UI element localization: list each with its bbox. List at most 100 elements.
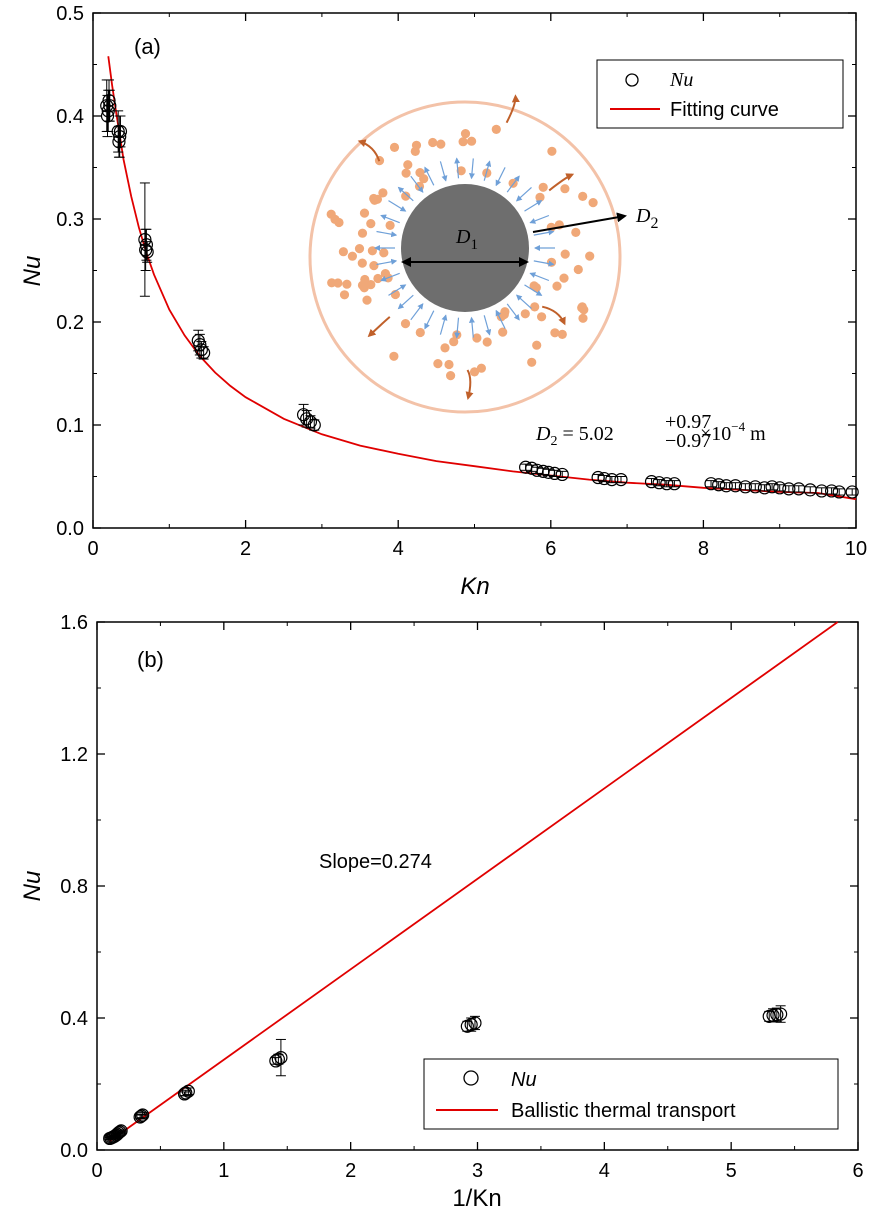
data-point — [660, 477, 674, 491]
particle — [436, 139, 446, 149]
x-tick-label: 1 — [218, 1160, 229, 1182]
phonon-arrow — [529, 214, 550, 224]
panel-b-xlabel-text: 1/Kn — [452, 1185, 501, 1212]
data-point — [782, 482, 796, 496]
particle — [357, 258, 367, 268]
particle — [550, 328, 560, 338]
phonon-arrow — [439, 314, 448, 335]
particle — [571, 227, 581, 237]
data-point — [614, 472, 628, 487]
particle — [411, 140, 422, 150]
legend-a: Nu Fitting curve — [596, 59, 844, 129]
particle — [469, 367, 480, 377]
x-tick-label: 10 — [845, 538, 867, 560]
data-point — [100, 109, 115, 123]
y-tick-label: 0.3 — [56, 209, 84, 231]
particle — [347, 251, 357, 261]
data-point — [832, 485, 846, 499]
particle — [577, 302, 587, 312]
particle — [327, 278, 337, 288]
particle — [560, 184, 570, 194]
particle — [339, 290, 350, 300]
data-point — [112, 135, 126, 149]
legend-b: Nu Ballistic thermal transport — [423, 1058, 839, 1130]
data-point — [605, 472, 619, 487]
phonon-arrow — [397, 186, 414, 202]
particle — [472, 333, 482, 343]
panel-a: 0 2 4 6 8 10 0.0 0.1 0.2 0.3 0.4 0.5 D1 D2 (a) Nu F… — [19, 3, 867, 600]
data-point — [555, 467, 569, 482]
panel-a-ylabel: Nu — [19, 256, 46, 287]
d2-annotation-lower: −0.97 — [665, 430, 711, 452]
phonon-arrow — [439, 161, 448, 182]
wave-arrow — [465, 369, 474, 400]
legend-b-label-line: Ballistic thermal transport — [511, 1100, 736, 1122]
d2-annotation-main: D2 = 5.02 — [535, 423, 614, 449]
particle — [385, 220, 395, 230]
x-tick-label: 2 — [240, 538, 251, 560]
data-point — [139, 238, 154, 252]
legend-a-box — [596, 59, 844, 129]
particle — [460, 129, 471, 139]
particle — [338, 247, 348, 257]
particle — [359, 208, 370, 218]
core-particle — [401, 184, 529, 312]
wave-arrows — [357, 94, 575, 400]
particle — [401, 191, 411, 201]
d1-label: D1 — [455, 226, 478, 253]
phonon-arrow — [468, 316, 475, 338]
data-point — [644, 475, 659, 489]
phonon-arrow — [388, 200, 407, 212]
x-tick-label: 0 — [91, 1160, 102, 1182]
y-tick-label: 0.5 — [56, 3, 84, 25]
particle — [500, 307, 510, 317]
data-point — [113, 130, 127, 144]
panel-b-label: (b) — [137, 647, 164, 672]
phonon-arrow — [483, 315, 492, 336]
wave-arrow — [541, 305, 566, 326]
particle — [520, 309, 530, 319]
data-point — [704, 477, 718, 491]
panel-a-plot-frame — [92, 12, 857, 529]
data-point — [140, 245, 154, 259]
y-tick-label: 0.0 — [60, 1140, 88, 1162]
particle — [530, 302, 540, 312]
data-point — [102, 93, 116, 108]
data-point — [138, 233, 152, 247]
particle — [428, 137, 438, 148]
data-point — [197, 346, 211, 360]
phonon-arrow — [524, 200, 543, 212]
particle — [366, 280, 376, 290]
particle — [458, 137, 468, 147]
data-point — [179, 1086, 193, 1100]
data-point — [597, 471, 611, 486]
phonon-arrow — [495, 167, 506, 187]
phonon-arrow — [424, 310, 435, 330]
wave-arrow — [505, 94, 520, 124]
phonon-arrow — [506, 175, 520, 193]
data-point — [845, 485, 859, 499]
phonon-arrow — [495, 309, 506, 329]
particle — [433, 359, 443, 369]
fit-line — [109, 621, 839, 1142]
particle — [491, 124, 501, 134]
panel-a-xlabel: Kn — [460, 573, 489, 600]
fit-line — [107, 56, 857, 501]
d2-arrow — [532, 212, 627, 233]
data-point — [194, 343, 208, 357]
particle — [482, 337, 492, 347]
phonon-arrow — [388, 284, 407, 296]
data-point — [103, 99, 117, 113]
data-point — [139, 243, 153, 257]
y-tick-label: 0.1 — [56, 415, 84, 437]
particle — [532, 340, 542, 350]
phonon-arrows — [374, 157, 555, 339]
nu-data-points-b — [103, 1005, 788, 1146]
phonon-arrow — [376, 230, 398, 238]
phonon-arrow — [454, 317, 461, 339]
phonon-arrow — [524, 284, 543, 296]
particle — [546, 257, 557, 267]
legend-a-marker — [625, 73, 639, 87]
particle — [415, 168, 425, 178]
